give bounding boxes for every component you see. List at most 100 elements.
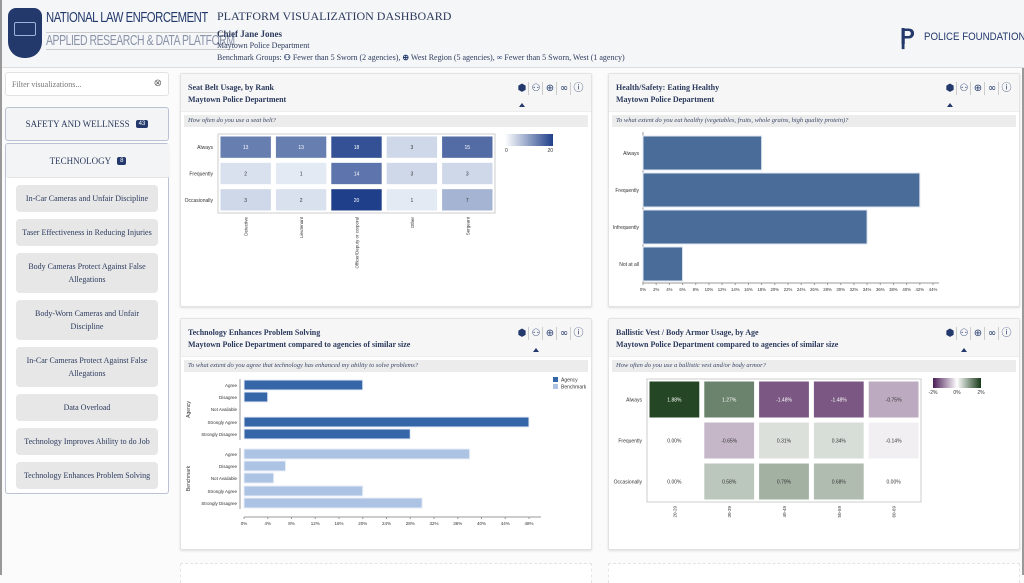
- heatmap-cell: [274, 188, 328, 212]
- heatmap-cell: [812, 462, 865, 501]
- cell-label: 13: [298, 145, 304, 151]
- tick-label: 16%: [334, 521, 343, 526]
- sidebar-item[interactable]: Body Cameras Protect Against False Alleg…: [16, 253, 158, 293]
- heatmap-cell: [758, 380, 810, 419]
- tick-label: 38%: [889, 287, 898, 292]
- size-group-icon[interactable]: ⚇: [958, 327, 971, 352]
- category-safety-and-wellness[interactable]: SAFETY AND WELLNESS 43: [5, 107, 169, 141]
- tick-label: 24%: [797, 287, 806, 292]
- agency-badge-icon[interactable]: ⬢: [944, 82, 957, 107]
- cell-label: 1: [300, 172, 303, 178]
- sidebar-item[interactable]: In-Car Cameras Protect Against False All…: [16, 347, 158, 387]
- sidebar-item[interactable]: Technology Improves Ability to do Job: [16, 428, 158, 455]
- size-group-icon[interactable]: ⚇: [530, 327, 543, 352]
- size-region-icon[interactable]: ∞: [558, 327, 571, 340]
- bar: [243, 428, 411, 440]
- cell-label: 0.58%: [722, 480, 737, 486]
- agency-badge-icon[interactable]: ⬢: [516, 327, 529, 340]
- heatmap-cell: [441, 188, 494, 212]
- cell-label: 0.00%: [667, 480, 682, 486]
- sidebar-item[interactable]: Body-Worn Cameras and Unfair Discipline: [16, 300, 158, 340]
- chart: Agency Agree Disagree Not Available Strongly…: [186, 377, 587, 526]
- size-group-icon[interactable]: ⚇: [958, 82, 971, 95]
- partner-name: POLICE FOUNDATION: [924, 31, 1024, 43]
- category-label: Agree: [225, 452, 238, 457]
- sidebar-item[interactable]: In-Car Cameras and Unfair Discipline: [16, 185, 158, 212]
- panel-placeholder: [180, 563, 592, 583]
- agency-badge-icon[interactable]: ⬢: [516, 82, 529, 107]
- count-badge: 43: [135, 120, 149, 128]
- sidebar: Filter visualizations... ⊗ SAFETY AND WE…: [5, 72, 172, 494]
- cell-label: -1.48%: [831, 398, 847, 404]
- legend-swatch: [553, 377, 558, 382]
- tick-label: 6%: [679, 287, 685, 292]
- size-region-icon[interactable]: ∞: [986, 327, 999, 340]
- size-region-icon[interactable]: ∞: [986, 82, 999, 95]
- cell-label: 20: [354, 198, 360, 204]
- tick-label: 4%: [666, 287, 672, 292]
- tick-label: 12%: [311, 521, 320, 526]
- heatmap-cell: [867, 421, 920, 460]
- legend-tick: -2%: [929, 390, 938, 396]
- column-label: Lieutenant: [299, 216, 304, 238]
- cell-label: -0.65%: [721, 439, 737, 445]
- region-globe-icon[interactable]: ⊕: [972, 82, 985, 95]
- size-region-icon: ∞: [496, 53, 503, 62]
- heatmap-cell: [330, 161, 383, 186]
- heatmap-cell: [868, 463, 919, 500]
- view-toggle-group: ⬢ ⚇ ⊕ ∞ ⓘ: [944, 327, 1013, 352]
- cell-label: 3: [411, 172, 414, 178]
- group-label: Agency: [186, 401, 192, 418]
- clear-filter-icon[interactable]: ⊗: [153, 78, 162, 89]
- sidebar-item[interactable]: Technology Enhances Problem Solving: [16, 462, 158, 489]
- region-globe-icon[interactable]: ⊕: [972, 327, 985, 340]
- globe-icon: ⊕: [402, 53, 410, 62]
- category-label: TECHNOLOGY: [49, 155, 112, 166]
- info-icon[interactable]: ⓘ: [1001, 328, 1012, 339]
- cell-label: 0.79%: [777, 480, 792, 486]
- heatmap-cell: [219, 135, 272, 159]
- heatmap-cell: [330, 188, 383, 212]
- tick-label: 20%: [358, 521, 367, 526]
- heatmap-cell: [274, 135, 328, 159]
- sidebar-item[interactable]: Taser Effectiveness in Reducing Injuries: [16, 219, 158, 246]
- info-icon[interactable]: ⓘ: [573, 328, 584, 339]
- shield-logo-icon: [8, 8, 42, 58]
- tick-label: 48%: [524, 521, 533, 526]
- cell-label: 1.88%: [667, 398, 682, 404]
- survey-question: To what extent do you agree that technol…: [184, 360, 588, 372]
- tick-label: 0%: [241, 521, 248, 526]
- category-label: Not Available: [211, 407, 238, 412]
- size-region-icon[interactable]: ∞: [558, 82, 571, 95]
- heatmap-cell: [219, 161, 272, 186]
- panel-header: Ballistic Vest / Body Armor Usage, by Ag…: [609, 319, 1019, 357]
- tick-label: 32%: [850, 287, 859, 292]
- info-icon[interactable]: ⓘ: [1001, 83, 1012, 94]
- heatmap-cell: [441, 161, 494, 186]
- category-label: Strongly Disagree: [201, 501, 237, 506]
- benchmark-groups: Benchmark Groups: ⚇ Fewer than 5 Sworn (…: [217, 53, 625, 62]
- police-foundation-logo: |P POLICE FOUNDATION: [900, 24, 1024, 50]
- column-label: Sergeant: [465, 216, 470, 235]
- tick-label: 8%: [288, 521, 295, 526]
- category-label: Not Available: [211, 476, 238, 481]
- plot-frame: [217, 133, 496, 214]
- region-globe-icon[interactable]: ⊕: [544, 82, 557, 95]
- region-globe-icon[interactable]: ⊕: [544, 327, 557, 340]
- heatmap-cell: [385, 161, 439, 186]
- column-label: 50-59: [837, 506, 842, 518]
- category-technology-group: TECHNOLOGY 8 In-Car Cameras and Unfair D…: [5, 143, 170, 494]
- agency-badge-icon[interactable]: ⬢: [944, 327, 957, 340]
- category-label: Strongly Agree: [207, 489, 237, 494]
- sidebar-item[interactable]: Data Overload: [16, 394, 158, 421]
- tick-label: 18%: [757, 287, 766, 292]
- size-group-icon[interactable]: ⚇: [530, 82, 543, 95]
- bar: [243, 416, 530, 428]
- category-technology[interactable]: TECHNOLOGY 8: [6, 144, 170, 178]
- filter-input[interactable]: Filter visualizations... ⊗: [5, 72, 169, 96]
- tick-label: 34%: [863, 287, 872, 292]
- panel-subtitle: Maytown Police Department: [188, 95, 287, 104]
- info-icon[interactable]: ⓘ: [573, 83, 584, 94]
- platform-logo[interactable]: NATIONAL LAW ENFORCEMENT APPLIED RESEARC…: [8, 8, 235, 60]
- plot-frame: [646, 378, 922, 503]
